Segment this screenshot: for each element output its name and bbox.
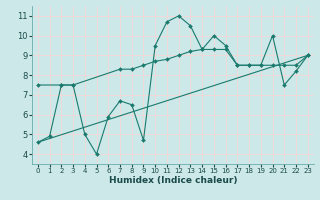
X-axis label: Humidex (Indice chaleur): Humidex (Indice chaleur): [108, 176, 237, 185]
